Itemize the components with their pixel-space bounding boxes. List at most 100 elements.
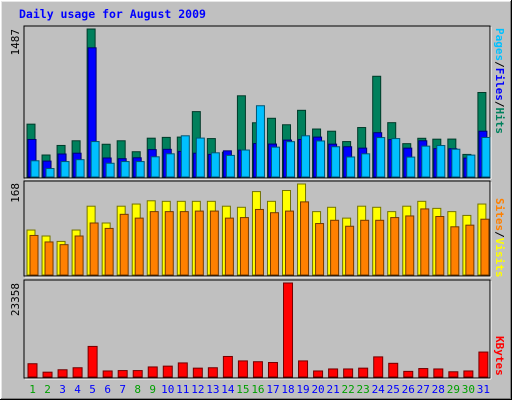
sites-bar xyxy=(89,222,99,276)
legend-sites-visits: Sites/Visits xyxy=(493,198,506,278)
day-label: 20 xyxy=(311,383,324,396)
pages-bar xyxy=(60,161,70,178)
y-max-label: 1487 xyxy=(9,29,22,56)
day-label: 2 xyxy=(44,383,51,396)
day-label: 28 xyxy=(432,383,445,396)
kbytes-bar xyxy=(177,362,188,378)
chart-title: Daily usage for August 2009 xyxy=(19,7,206,21)
sites-bar xyxy=(179,211,189,276)
day-label: 14 xyxy=(221,383,235,396)
sites-bar xyxy=(300,201,310,276)
sites-bar xyxy=(345,225,355,276)
pages-bar xyxy=(45,168,55,178)
sites-bar xyxy=(375,219,385,276)
day-label: 29 xyxy=(447,383,460,396)
legend-part: Pages xyxy=(493,28,506,61)
pages-bar xyxy=(75,159,85,178)
kbytes-bar xyxy=(42,371,53,378)
pages-bar xyxy=(466,154,476,178)
day-label: 25 xyxy=(387,383,400,396)
kbytes-bar xyxy=(418,368,429,378)
kbytes-bar xyxy=(298,360,309,378)
pages-bar xyxy=(421,145,431,178)
legend-kbytes: KBytes xyxy=(493,336,506,376)
sites-bar xyxy=(405,215,415,276)
panel-frame xyxy=(23,25,491,179)
panel-frame xyxy=(23,180,491,277)
day-label: 17 xyxy=(266,383,279,396)
day-label: 9 xyxy=(149,383,156,396)
kbytes-bar xyxy=(237,360,248,378)
legend-part: Files xyxy=(493,68,506,101)
sites-bar xyxy=(59,244,69,276)
pages-bar xyxy=(436,145,446,178)
sites-bar xyxy=(360,219,370,276)
sites-bar xyxy=(450,226,460,276)
day-label: 5 xyxy=(89,383,96,396)
sites-bar xyxy=(254,208,264,276)
kbytes-bar xyxy=(283,282,294,378)
pages-bar xyxy=(270,146,280,178)
kbytes-bar xyxy=(267,362,278,378)
sites-bar xyxy=(465,224,475,276)
day-label: 12 xyxy=(191,383,204,396)
sites-bar xyxy=(194,210,204,276)
pages-bar xyxy=(135,161,145,178)
day-label: 8 xyxy=(134,383,141,396)
kbytes-bar xyxy=(448,371,459,378)
sites-bar xyxy=(119,213,129,276)
day-label: 3 xyxy=(59,383,66,396)
legend-part: KBytes xyxy=(493,336,506,376)
kbytes-bar xyxy=(313,370,324,378)
legend-pages-files-hits: Pages/Files/Hits xyxy=(493,28,506,134)
panel-frame xyxy=(23,279,491,379)
legend-part: / xyxy=(493,231,506,238)
day-label: 4 xyxy=(74,383,81,396)
sites-bar xyxy=(390,217,400,276)
pages-bar xyxy=(255,105,265,178)
pages-bar xyxy=(316,140,326,178)
day-label: 10 xyxy=(161,383,174,396)
kbytes-bar xyxy=(343,368,354,378)
pages-bar xyxy=(195,137,205,178)
pages-bar xyxy=(406,156,416,178)
legend-part: / xyxy=(493,61,506,68)
kbytes-bar xyxy=(433,368,444,378)
legend-part: Hits xyxy=(493,108,506,135)
day-label: 15 xyxy=(236,383,249,396)
kbytes-bar xyxy=(147,366,158,378)
pages-bar xyxy=(286,141,296,178)
sites-bar xyxy=(134,217,144,276)
pages-bar xyxy=(90,141,100,178)
day-label: 27 xyxy=(417,383,430,396)
y-max-label: 168 xyxy=(9,183,22,203)
pages-bar xyxy=(165,153,175,178)
kbytes-bar xyxy=(463,370,474,378)
kbytes-bar xyxy=(207,367,218,378)
day-label: 16 xyxy=(251,383,264,396)
sites-bar xyxy=(29,234,39,276)
kbytes-bar xyxy=(132,370,143,378)
day-label: 6 xyxy=(104,383,111,396)
kbytes-bar xyxy=(403,370,414,378)
pages-bar xyxy=(451,148,461,178)
pages-bar xyxy=(225,154,235,178)
sites-bar xyxy=(285,210,295,276)
sites-bar xyxy=(74,235,84,276)
sites-bar xyxy=(164,211,174,276)
kbytes-bar xyxy=(328,368,339,378)
kbytes-bar xyxy=(388,362,399,378)
sites-bar xyxy=(224,217,234,276)
kbytes-bar xyxy=(478,351,489,378)
kbytes-bar xyxy=(373,356,384,378)
pages-bar xyxy=(180,135,190,178)
pages-bar xyxy=(240,149,250,178)
sites-bar xyxy=(315,223,325,276)
day-label: 30 xyxy=(462,383,475,396)
day-label: 19 xyxy=(296,383,309,396)
pages-bar xyxy=(105,162,115,178)
sites-bar xyxy=(104,227,114,276)
sites-bar xyxy=(209,210,219,276)
kbytes-bar xyxy=(57,369,68,378)
